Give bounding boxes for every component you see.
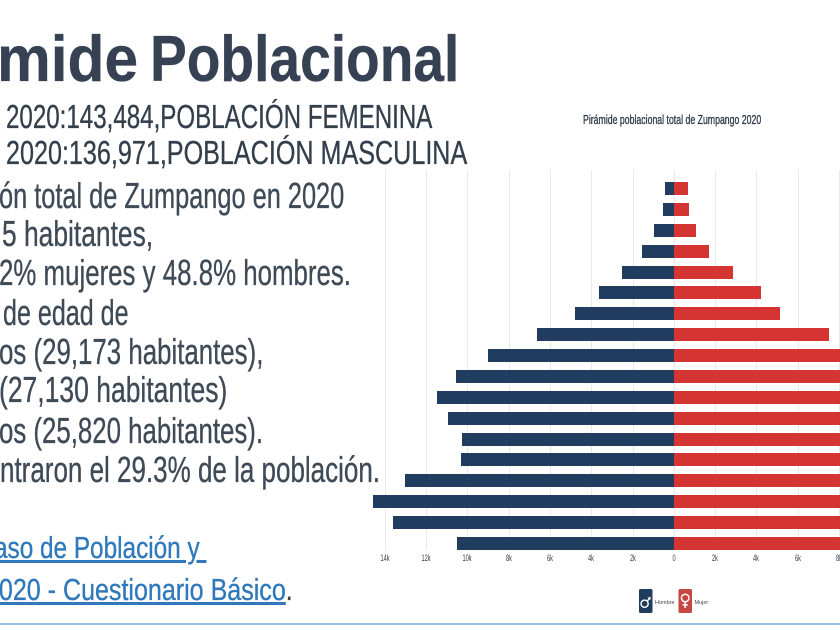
svg-text:Mujer: Mujer [695, 600, 709, 606]
svg-text:Hombre: Hombre [655, 600, 675, 606]
